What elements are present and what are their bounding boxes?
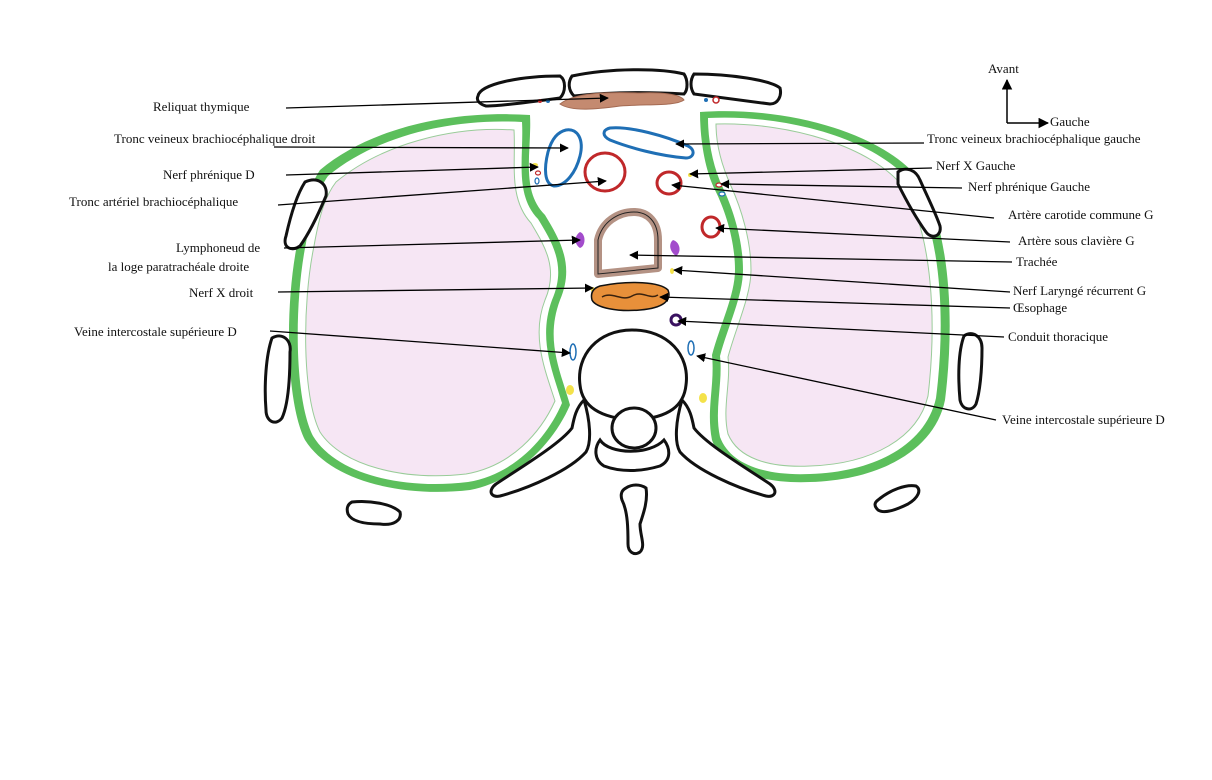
- great-vessels: [544, 126, 722, 239]
- label-tronc-arteriel: Tronc artériel brachiocéphalique: [69, 194, 239, 209]
- label-tvbc-gauche: Tronc veineux brachiocéphalique gauche: [927, 131, 1141, 146]
- orientation-right-label: Gauche: [1050, 114, 1090, 129]
- label-artere-sous-claviere: Artère sous clavière G: [1018, 233, 1135, 248]
- thoracic-duct: [669, 313, 683, 327]
- label-conduit-thoracique: Conduit thoracique: [1008, 329, 1109, 344]
- sternum: [475, 68, 782, 108]
- trachea: [594, 208, 662, 278]
- leader-lines: [269, 93, 1013, 421]
- brachiocephalic-artery: [583, 151, 627, 193]
- label-tvbc-droit: Tronc veineux brachiocéphalique droit: [114, 131, 316, 146]
- right-lung: [288, 114, 570, 492]
- label-lymphonoeud-2: la loge paratrachéale droite: [108, 259, 250, 274]
- label-trachee: Trachée: [1016, 254, 1058, 269]
- orientation-indicator: [1001, 78, 1050, 129]
- label-nerf-phrenique-d: Nerf phrénique D: [163, 167, 255, 182]
- label-veine-intercostale-left: Veine intercostale supérieure D: [74, 324, 237, 339]
- left-lung: [700, 111, 950, 483]
- lymph-node-left: [670, 240, 680, 256]
- left-intercostal-vein: [687, 340, 695, 356]
- left-brachiocephalic-vein: [602, 126, 695, 160]
- label-nerf-laryngé: Nerf Laryngé récurrent G: [1013, 283, 1147, 298]
- label-artere-carotide: Artère carotide commune G: [1008, 207, 1154, 222]
- esophagus: [590, 281, 670, 312]
- thymus-remnant: [559, 92, 685, 110]
- label-nerf-x-droit: Nerf X droit: [189, 285, 254, 300]
- left-common-carotid: [655, 170, 683, 196]
- right-intercostal-vein: [569, 343, 577, 361]
- label-nerf-x-gauche: Nerf X Gauche: [936, 158, 1016, 173]
- label-oesophage: Œsophage: [1013, 300, 1068, 315]
- label-reliquat-thymique: Reliquat thymique: [153, 99, 250, 114]
- vertebra: [489, 328, 777, 556]
- label-veine-intercostale-right: Veine intercostale supérieure D: [1002, 412, 1165, 427]
- label-lymphonoeud-1: Lymphoneud de: [176, 240, 261, 255]
- left-subclavian-artery: [700, 215, 722, 239]
- label-nerf-phrenique-gauche: Nerf phrénique Gauche: [968, 179, 1090, 194]
- right-brachiocephalic-vein: [544, 128, 583, 188]
- ribs: [263, 167, 984, 526]
- orientation-up-label: Avant: [988, 61, 1019, 76]
